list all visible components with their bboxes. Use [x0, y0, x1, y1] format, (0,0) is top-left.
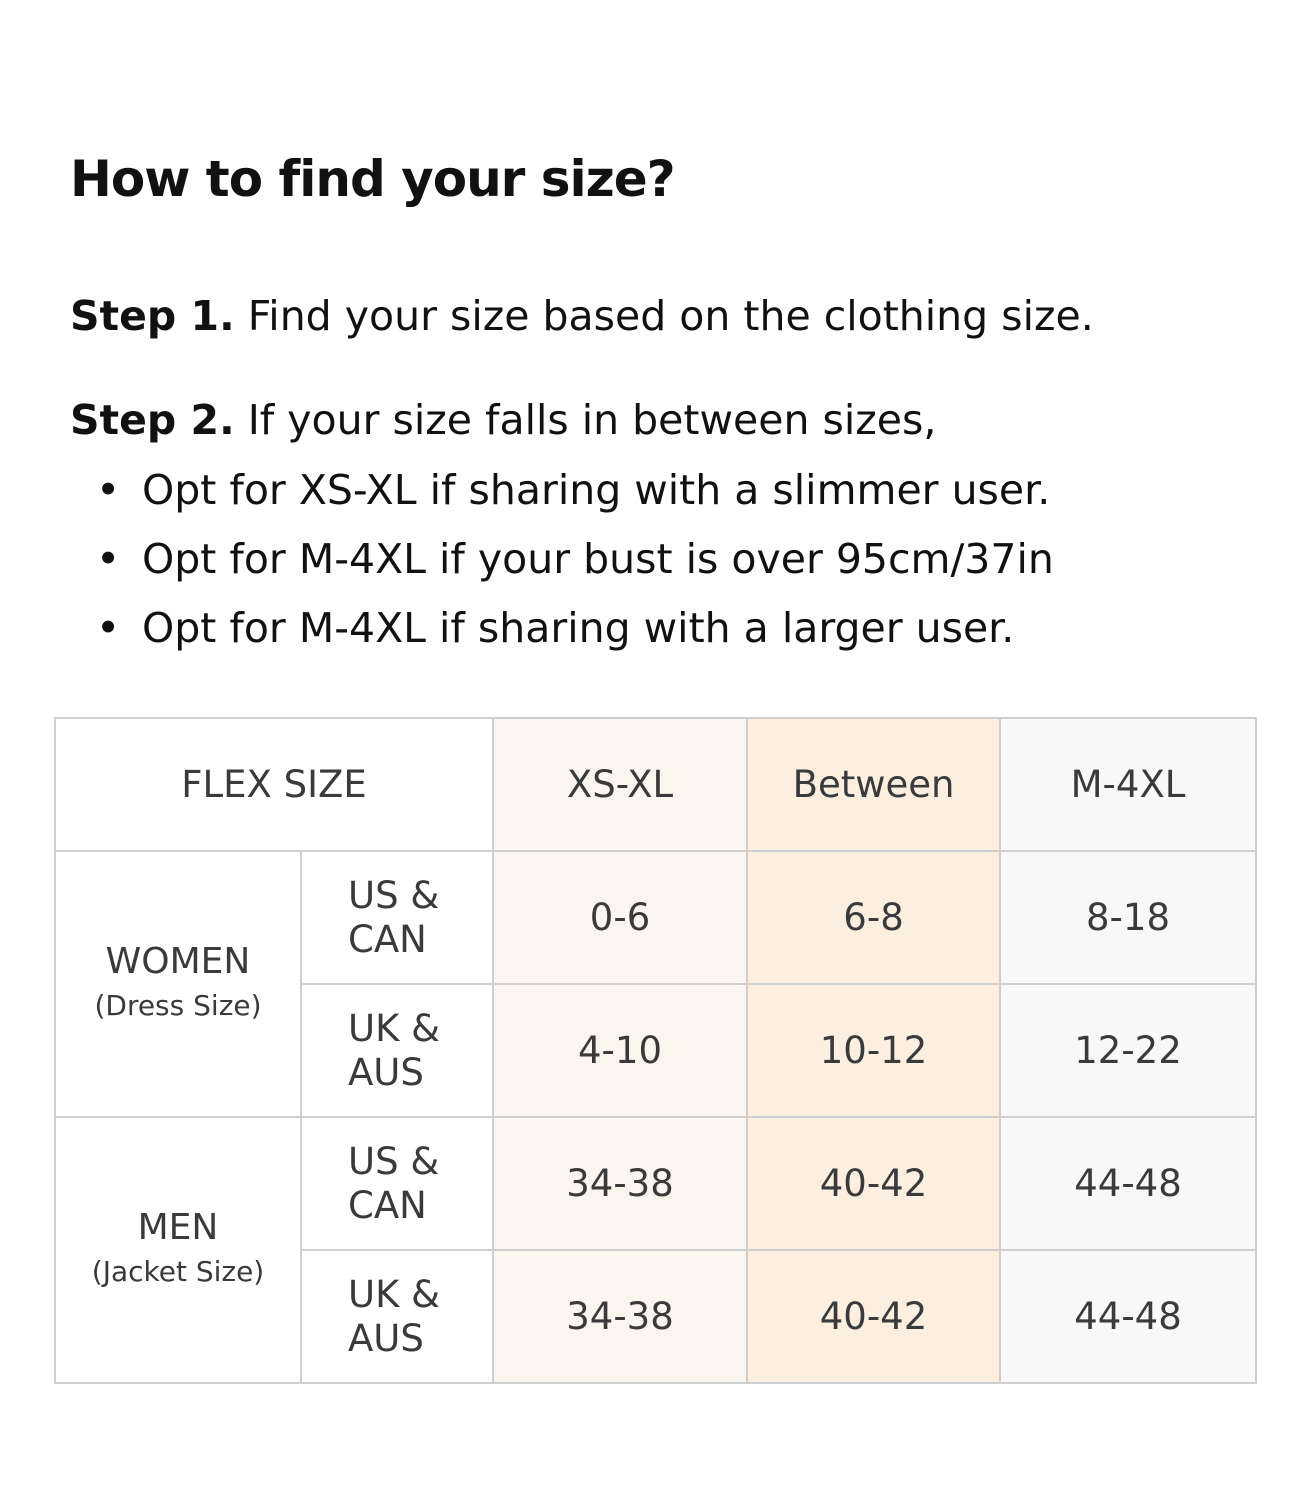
value-cell: 44-48 — [999, 1249, 1258, 1384]
value-cell: 40-42 — [746, 1116, 1002, 1251]
value-cell: 4-10 — [492, 983, 749, 1118]
page-title: How to find your size? — [70, 150, 676, 208]
bullet-icon: • — [96, 466, 121, 514]
group-name: MEN — [137, 1207, 219, 1248]
value-cell: 34-38 — [492, 1116, 749, 1251]
region-line: UK & — [348, 1272, 440, 1316]
region-line: US & — [348, 1139, 440, 1183]
header-flex-size: FLEX SIZE — [53, 717, 495, 852]
value-cell: 8-18 — [999, 850, 1258, 985]
header-xs-xl: XS-XL — [492, 717, 749, 852]
region-cell: US & CAN — [299, 850, 495, 985]
region-line: CAN — [348, 1183, 427, 1227]
bullet-text: Opt for M-4XL if sharing with a larger u… — [142, 604, 1015, 652]
bullet-icon: • — [96, 604, 121, 652]
group-sub: (Dress Size) — [94, 989, 262, 1022]
bullet-item: • Opt for M-4XL if sharing with a larger … — [96, 604, 1014, 652]
group-name: WOMEN — [105, 941, 251, 982]
value-cell: 34-38 — [492, 1249, 749, 1384]
table-row: UK & AUS 4-10 10-12 12-22 — [55, 983, 1258, 1118]
region-cell: UK & AUS — [299, 1249, 495, 1384]
table-row: WOMEN (Dress Size) US & CAN 0-6 6-8 8-18 — [54, 850, 1258, 1118]
value-cell: 0-6 — [492, 850, 749, 985]
group-men: MEN (Jacket Size) — [54, 1116, 302, 1384]
value-cell: 12-22 — [999, 983, 1258, 1118]
header-m-4xl: M-4XL — [999, 717, 1258, 852]
value-cell: 44-48 — [999, 1116, 1258, 1251]
bullet-text: Opt for M-4XL if your bust is over 95cm/… — [142, 535, 1054, 583]
step-1: Step 1. Find your size based on the clot… — [70, 292, 1094, 340]
region-cell: UK & AUS — [299, 983, 495, 1118]
bullet-item: • Opt for XS-XL if sharing with a slimmer… — [96, 466, 1050, 514]
value-cell: 40-42 — [746, 1249, 1002, 1384]
size-table: FLEX SIZE XS-XL Between M-4XL WOMEN (Dres… — [53, 717, 1258, 1384]
step-2-label: Step 2. — [70, 396, 235, 444]
group-women: WOMEN (Dress Size) — [54, 850, 302, 1118]
region-line: AUS — [348, 1316, 424, 1360]
group-sub: (Jacket Size) — [91, 1255, 265, 1288]
bullet-text: Opt for XS-XL if sharing with a slimmer … — [142, 466, 1051, 514]
region-line: CAN — [348, 917, 427, 961]
region-cell: US & CAN — [299, 1116, 495, 1251]
region-line: US & — [348, 873, 440, 917]
table-row: UK & AUS 34-38 40-42 44-48 — [55, 1249, 1258, 1384]
bullet-item: • Opt for M-4XL if your bust is over 95cm… — [96, 535, 1054, 583]
value-cell: 6-8 — [746, 850, 1002, 985]
table-header-row: FLEX SIZE XS-XL Between M-4XL — [53, 717, 1258, 852]
value-cell: 10-12 — [746, 983, 1002, 1118]
region-line: UK & — [348, 1006, 440, 1050]
region-line: AUS — [348, 1050, 424, 1094]
table-row: MEN (Jacket Size) US & CAN 34-38 40-42 44-… — [54, 1116, 1258, 1384]
step-1-label: Step 1. — [70, 292, 235, 340]
bullet-icon: • — [96, 535, 121, 583]
step-2-text: If your size falls in between sizes, — [234, 396, 937, 444]
step-1-text: Find your size based on the clothing siz… — [234, 292, 1094, 340]
header-between: Between — [746, 717, 1002, 852]
step-2: Step 2. If your size falls in between si… — [70, 396, 936, 444]
